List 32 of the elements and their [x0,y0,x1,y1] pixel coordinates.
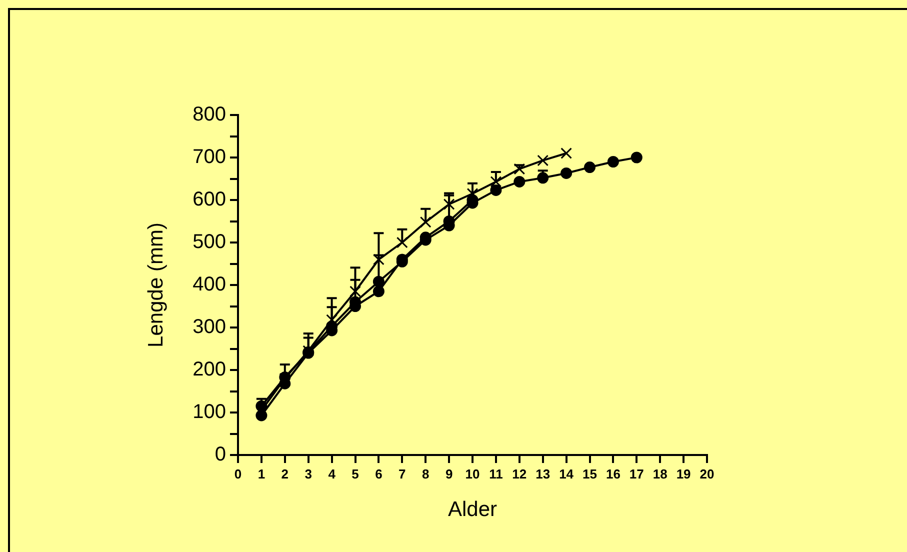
x-tick-label: 6 [375,466,382,482]
x-tick-label: 17 [629,466,644,482]
x-tick-label: 10 [465,466,480,482]
y-tick-label: 600 [192,188,226,211]
x-tick-label: 11 [489,466,503,482]
x-tick-label: 7 [398,466,406,482]
x-tick-label: 9 [445,466,453,482]
x-tick-label: 15 [582,466,597,482]
x-tick-label: 0 [234,466,242,482]
x-tick-label: 19 [676,466,691,482]
x-tick-label: 12 [512,466,527,482]
x-tick-label: 8 [422,466,430,482]
x-tick-label: 20 [700,466,714,482]
x-tick-label: 2 [281,466,289,482]
y-tick-label: 400 [192,274,226,296]
y-tick-label: 0 [214,444,226,466]
y-tick-label: 500 [192,231,226,254]
x-tick-label: 3 [304,466,312,482]
x-tick-label: 5 [352,466,359,482]
y-tick-label: 100 [192,401,226,424]
x-tick-label: 16 [606,466,620,482]
x-tick-label: 1 [258,466,266,482]
x-tick-label: 14 [559,466,574,482]
y-tick-label: 300 [192,316,226,338]
y-tick-label: 800 [192,104,226,126]
y-tick-label: 200 [192,358,226,381]
x-tick-label: 18 [652,466,668,482]
y-axis-title: Lengde (mm) [144,222,168,348]
x-axis-title: Alder [448,498,498,522]
x-tick-label: 13 [536,466,550,482]
y-tick-label: 700 [192,146,226,168]
x-tick-label: 4 [328,466,336,482]
